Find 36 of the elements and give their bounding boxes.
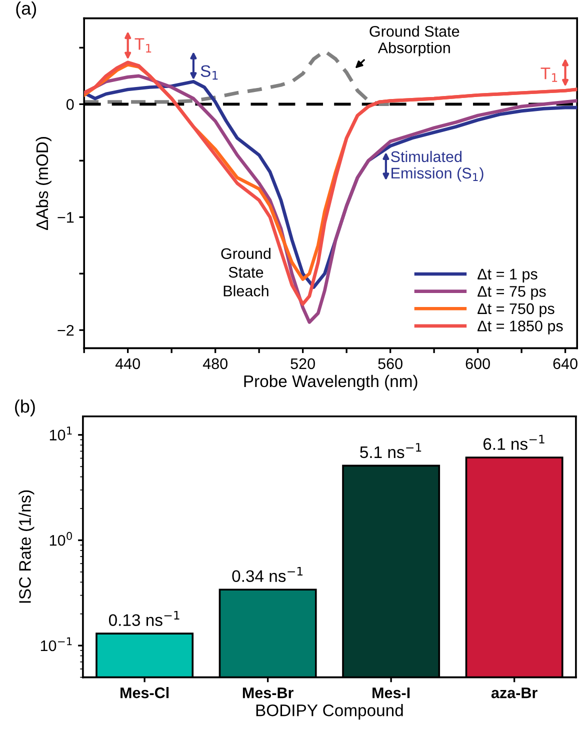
x-tick-label: 440 <box>115 358 140 370</box>
annotation: Ground State Absorption <box>370 26 460 56</box>
x-tick-label: Mes-Br <box>242 688 294 698</box>
annotation: T$_{1}$ <box>540 68 558 82</box>
data-label: 0.34 ns$^{−1}$ <box>232 566 303 582</box>
legend-label: Δt = 75 ps <box>478 286 546 300</box>
data-label: 6.1 ns$^{−1}$ <box>483 434 544 450</box>
y-tick-label: −1 <box>58 212 74 223</box>
x-tick-label: 520 <box>290 358 315 370</box>
x-axis-title: Probe Wavelength (nm) <box>244 374 418 390</box>
y-tick-label: 10$^{0}$ <box>50 532 72 546</box>
x-tick-label: 640 <box>553 358 578 370</box>
annotation: Stimulated Emission (S$_{1}$) <box>391 150 484 182</box>
annotation: Ground State Bleach <box>221 248 270 296</box>
data-label: 0.13 ns$^{−1}$ <box>108 610 180 626</box>
annotation: T$_{1}$ <box>134 38 152 52</box>
x-tick-label: 480 <box>202 358 228 370</box>
y-tick-label: 10$^{1}$ <box>50 426 72 440</box>
annotation: S$_{1}$ <box>200 65 218 80</box>
data-label: 5.1 ns$^{−1}$ <box>360 443 422 458</box>
x-tick-label: 600 <box>466 358 490 370</box>
legend-label: Δt = 1 ps <box>478 268 538 283</box>
text: (a) <box>16 1 36 18</box>
y-tick-label: 10$^{−1}$ <box>40 637 72 652</box>
y-axis-title: ΔAbs (mOD) <box>36 137 52 230</box>
x-tick-label: aza-Br <box>491 688 538 698</box>
x-axis-title: BODIPY Compound <box>256 704 403 720</box>
x-tick-label: Mes-Cl <box>120 687 169 698</box>
text: (b) <box>15 400 35 416</box>
legend-label: Δt = 750 ps <box>478 303 554 318</box>
x-tick-label: Mes-I <box>372 688 410 698</box>
y-axis-title: ISC Rate (1/ns) <box>18 490 34 603</box>
y-tick-label: 0 <box>66 99 74 110</box>
x-tick-label: 560 <box>378 358 402 370</box>
legend-label: Δt = 1850 ps <box>478 320 563 334</box>
y-tick-label: −2 <box>58 324 74 336</box>
